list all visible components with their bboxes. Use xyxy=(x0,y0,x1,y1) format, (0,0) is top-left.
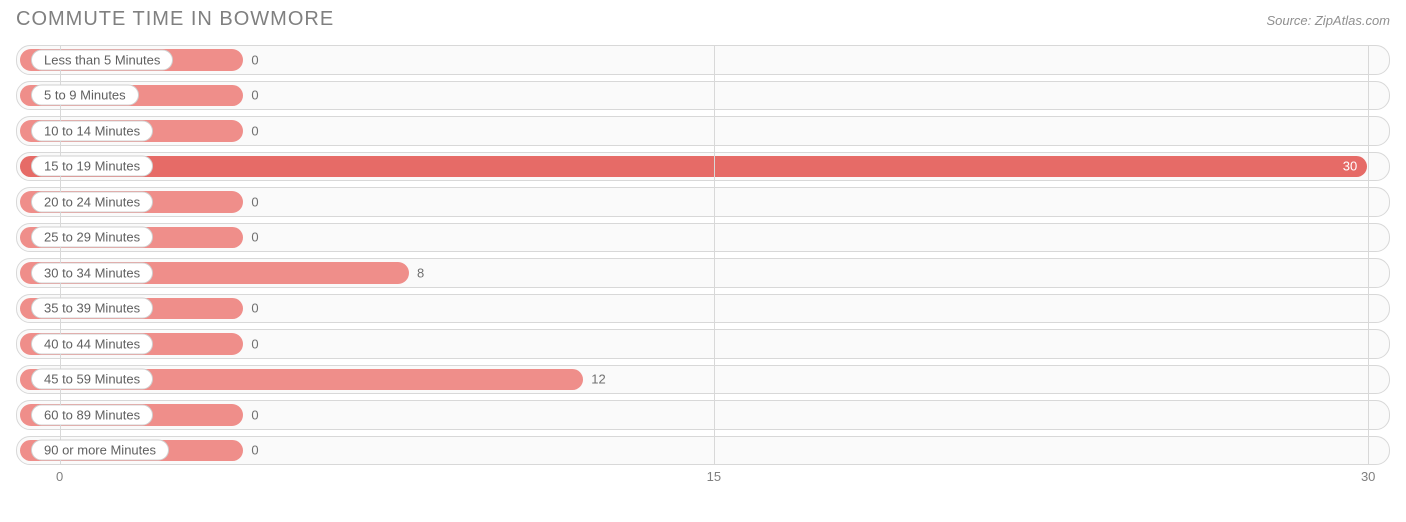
bar-category-label: 15 to 19 Minutes xyxy=(31,156,153,177)
bar-value-label: 0 xyxy=(251,301,258,316)
bar-row: 45 to 59 Minutes 12 xyxy=(16,365,1390,395)
gridline xyxy=(714,45,715,465)
bar-value-label: 0 xyxy=(251,443,258,458)
bar-row: 25 to 29 Minutes 0 xyxy=(16,223,1390,253)
bar-category-label: 40 to 44 Minutes xyxy=(31,333,153,354)
plot-area: Less than 5 Minutes05 to 9 Minutes010 to… xyxy=(16,45,1390,489)
x-axis: 0 15 30 xyxy=(16,469,1390,489)
bar-row: 90 or more Minutes 0 xyxy=(16,436,1390,466)
bar-category-label: 90 or more Minutes xyxy=(31,440,169,461)
bar-value-label: 0 xyxy=(251,52,258,67)
bar-row: 30 to 34 Minutes 8 xyxy=(16,258,1390,288)
x-tick-label: 0 xyxy=(56,469,63,484)
bar-row: 60 to 89 Minutes 0 xyxy=(16,400,1390,430)
bar-value-label: 0 xyxy=(251,336,258,351)
bar-row: Less than 5 Minutes 0 xyxy=(16,45,1390,75)
chart-title: COMMUTE TIME IN BOWMORE xyxy=(16,8,334,31)
bar-fill: 30 xyxy=(20,156,1367,178)
bar-value-label: 0 xyxy=(251,230,258,245)
bar-category-label: 35 to 39 Minutes xyxy=(31,298,153,319)
bar-category-label: 20 to 24 Minutes xyxy=(31,191,153,212)
x-tick-label: 30 xyxy=(1361,469,1375,484)
gridline xyxy=(60,45,61,465)
bar-row: 35 to 39 Minutes 0 xyxy=(16,294,1390,324)
bar-value-label: 0 xyxy=(251,88,258,103)
bar-category-label: 30 to 34 Minutes xyxy=(31,262,153,283)
bar-value-label: 8 xyxy=(417,265,424,280)
gridline xyxy=(1368,45,1369,465)
bar-value-label: 0 xyxy=(251,407,258,422)
bar-row: 5 to 9 Minutes 0 xyxy=(16,81,1390,111)
bar-category-label: 45 to 59 Minutes xyxy=(31,369,153,390)
bar-category-label: 5 to 9 Minutes xyxy=(31,85,139,106)
bar-category-label: Less than 5 Minutes xyxy=(31,49,173,70)
bar-value-label: 0 xyxy=(251,194,258,209)
bar-value-label: 12 xyxy=(591,372,605,387)
bar-row: 30 15 to 19 Minutes xyxy=(16,152,1390,182)
x-tick-label: 15 xyxy=(707,469,721,484)
bar-row: 20 to 24 Minutes 0 xyxy=(16,187,1390,217)
chart-source: Source: ZipAtlas.com xyxy=(1266,13,1390,28)
bar-value-label: 0 xyxy=(251,123,258,138)
bar-row: 10 to 14 Minutes 0 xyxy=(16,116,1390,146)
bar-category-label: 60 to 89 Minutes xyxy=(31,404,153,425)
bars-group: Less than 5 Minutes05 to 9 Minutes010 to… xyxy=(16,45,1390,465)
chart-container: COMMUTE TIME IN BOWMORE Source: ZipAtlas… xyxy=(16,8,1390,514)
chart-header: COMMUTE TIME IN BOWMORE Source: ZipAtlas… xyxy=(16,8,1390,31)
bar-category-label: 10 to 14 Minutes xyxy=(31,120,153,141)
bar-value-label: 30 xyxy=(1343,159,1357,174)
bar-category-label: 25 to 29 Minutes xyxy=(31,227,153,248)
bar-row: 40 to 44 Minutes 0 xyxy=(16,329,1390,359)
